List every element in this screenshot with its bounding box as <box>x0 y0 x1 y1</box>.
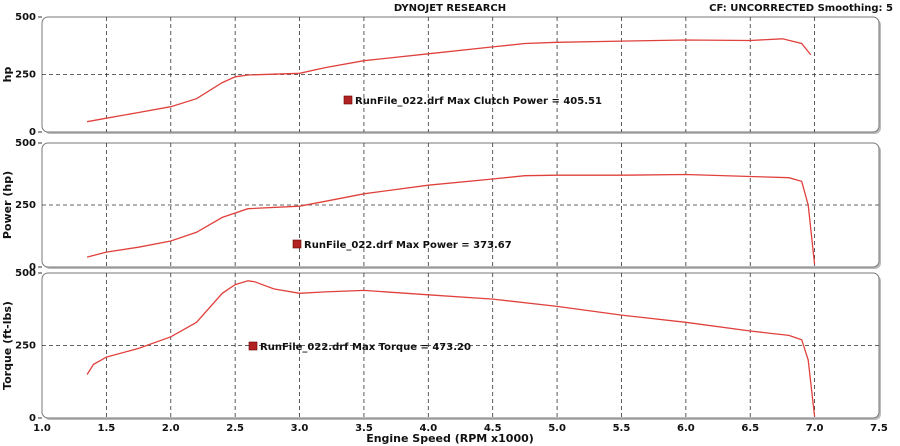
y-tick-label: 250 <box>15 70 36 81</box>
x-tick-label: 7.0 <box>806 423 824 434</box>
annotation-marker <box>292 239 302 249</box>
chart-title: DYNOJET RESEARCH <box>394 3 506 14</box>
x-tick-label: 6.0 <box>677 423 695 434</box>
annotation: RunFile_022.drf Max Power = 373.67 <box>304 240 512 251</box>
annotation: RunFile_022.drf Max Clutch Power = 405.5… <box>355 96 602 107</box>
x-tick-label: 4.0 <box>419 423 437 434</box>
annotation-marker <box>343 95 353 105</box>
x-tick-label: 6.5 <box>741 423 759 434</box>
y-axis-label: hp <box>1 67 14 83</box>
x-tick-label: 1.0 <box>33 423 51 434</box>
x-tick-label: 2.0 <box>162 423 180 434</box>
x-tick-label: 4.5 <box>484 423 502 434</box>
y-axis-label: Power (hp) <box>1 171 14 239</box>
data-line <box>86 38 812 123</box>
annotation-marker <box>248 341 258 351</box>
y-tick-label: 500 <box>15 268 36 279</box>
panel <box>41 16 880 133</box>
y-tick-label: 0 <box>29 413 36 424</box>
x-tick-label: 5.0 <box>548 423 566 434</box>
data-line <box>86 173 816 265</box>
x-tick-label: 3.0 <box>291 423 309 434</box>
y-tick-label: 0 <box>29 127 36 138</box>
data-line <box>86 280 816 417</box>
chart-subtitle: CF: UNCORRECTED Smoothing: 5 <box>709 3 893 14</box>
y-tick-label: 500 <box>15 138 36 149</box>
y-tick-label: 500 <box>15 12 36 23</box>
y-tick-label: 250 <box>15 200 36 211</box>
x-tick-label: 7.5 <box>870 423 888 434</box>
x-axis-label: Engine Speed (RPM x1000) <box>366 432 534 445</box>
annotation: RunFile_022.drf Max Torque = 473.20 <box>260 342 471 353</box>
x-tick-label: 5.5 <box>613 423 631 434</box>
y-axis-label: Torque (ft-lbs) <box>1 301 14 390</box>
y-tick-label: 0 <box>29 262 36 273</box>
x-tick-label: 1.5 <box>98 423 116 434</box>
x-tick-label: 3.5 <box>355 423 373 434</box>
x-tick-label: 2.5 <box>226 423 244 434</box>
y-tick-label: 250 <box>15 341 36 352</box>
